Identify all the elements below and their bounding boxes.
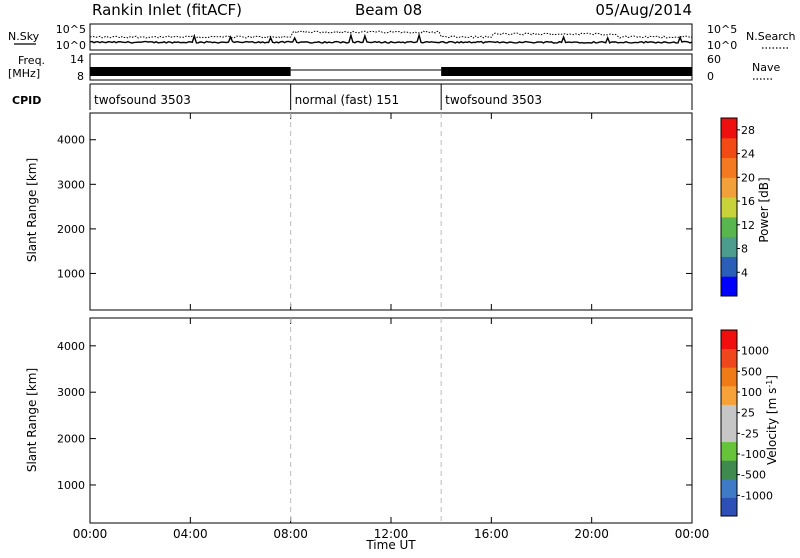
power-panel: 1000 2000 3000 4000 Slant Range [km] 4 8 12 16… xyxy=(25,112,771,311)
nsky-tick-low: 10^0 xyxy=(56,39,86,52)
colorbar-tick-label: 4 xyxy=(741,266,748,279)
date-label: 05/Aug/2014 xyxy=(595,1,692,19)
colorbar-tick-label: -25 xyxy=(741,427,759,440)
colorbar-swatch xyxy=(721,385,737,405)
x-tick-label: 12:00 xyxy=(374,527,409,541)
cpid-program-name: twofsound 3503 xyxy=(94,93,191,107)
program-boundaries xyxy=(290,113,442,523)
x-tick-label: 20:00 xyxy=(574,527,609,541)
y-tick-label: 4000 xyxy=(57,134,85,147)
colorbar-tick-label: 500 xyxy=(741,365,762,378)
y-tick-label: 3000 xyxy=(57,178,85,191)
colorbar-tick-label: -500 xyxy=(741,469,766,482)
nave-label: Nave xyxy=(752,61,780,74)
nsky-tick-high: 10^5 xyxy=(56,23,86,36)
cpid-program-name: normal (fast) 151 xyxy=(295,93,399,107)
colorbar-tick-label: 20 xyxy=(741,171,755,184)
colorbar-tick-label: 25 xyxy=(741,407,755,420)
colorbar-swatch xyxy=(721,276,737,297)
cpid-programs: twofsound 3503 normal (fast) 151 twofsound… xyxy=(89,84,693,110)
x-tick-label: 00:00 xyxy=(73,527,108,541)
x-tick-label: 04:00 xyxy=(173,527,208,541)
power-colorbar-label: Power [dB] xyxy=(757,177,771,242)
colorbar-swatch xyxy=(721,216,737,238)
colorbar-swatch xyxy=(721,330,737,350)
y-tick-label: 4000 xyxy=(57,340,85,353)
nsky-line xyxy=(89,32,693,44)
colorbar-frame xyxy=(720,329,738,517)
nave-tick-low: 0 xyxy=(707,70,714,83)
colorbar-swatch xyxy=(721,118,737,139)
colorbar-swatch xyxy=(721,404,737,424)
velocity-panel: 1000 2000 3000 4000 Slant Range [km] 1000 50… xyxy=(25,317,779,524)
colorbar-swatch xyxy=(721,497,737,517)
y-tick-label: 2000 xyxy=(57,223,85,236)
y-tick-label: 2000 xyxy=(57,433,85,446)
colorbar-tick-label: -100 xyxy=(741,448,766,461)
colorbar-tick-label: 12 xyxy=(741,219,755,232)
colorbar-tick-label: 100 xyxy=(741,386,762,399)
velocity-colorbar-label: Velocity [m s-1] xyxy=(765,375,779,465)
x-axis: 00:00 04:00 08:00 12:00 16:00 20:00 00:00 xyxy=(73,527,710,541)
cpid-program-name: twofsound 3503 xyxy=(445,93,542,107)
colorbar-tick-label: -1000 xyxy=(741,489,773,502)
station-title: Rankin Inlet (fitACF) xyxy=(92,1,242,19)
freq-strip: Freq. [MHz] 14 8 60 0 Nave xyxy=(8,53,780,83)
nsearch-tick-low: 10^0 xyxy=(707,39,737,52)
colorbar-swatch xyxy=(721,367,737,387)
freq-tick-high: 14 xyxy=(70,53,84,66)
colorbar-swatch xyxy=(721,460,737,480)
power-axes: 1000 2000 3000 4000 xyxy=(57,113,693,310)
x-tick-label: 16:00 xyxy=(474,527,509,541)
y-tick-label: 1000 xyxy=(57,267,85,280)
beam-label: Beam 08 xyxy=(355,1,422,19)
nave-tick-high: 60 xyxy=(707,53,721,66)
cpid-label: CPID xyxy=(12,94,41,107)
power-colorbar: 4 8 12 16 20 24 28 xyxy=(720,117,755,297)
x-tick-label: 08:00 xyxy=(273,527,308,541)
colorbar-tick-label: 1000 xyxy=(741,345,769,358)
power-ylabel: Slant Range [km] xyxy=(25,158,39,262)
colorbar-swatch xyxy=(721,441,737,461)
y-tick-label: 1000 xyxy=(57,479,85,492)
colorbar-swatch xyxy=(721,236,737,257)
cpid-strip: CPID twofsound 3503 normal (fast) 151 twof… xyxy=(12,83,693,110)
nsky-label: N.Sky xyxy=(8,30,40,43)
velocity-colorbar: 1000 500 100 25 -25 -100 -500 -1000 xyxy=(720,329,773,517)
nsearch-label: N.Search xyxy=(746,30,796,43)
colorbar-tick-label: 28 xyxy=(741,124,755,137)
y-tick-label: 3000 xyxy=(57,386,85,399)
colorbar-swatch xyxy=(721,256,737,277)
nsearch-line xyxy=(90,30,693,39)
nsearch-tick-high: 10^5 xyxy=(707,23,737,36)
freq-tick-low: 8 xyxy=(77,70,84,83)
colorbar-swatch xyxy=(721,157,737,178)
colorbar-swatch xyxy=(721,478,737,498)
freq-unit: [MHz] xyxy=(8,67,40,80)
velocity-axes: 1000 2000 3000 4000 xyxy=(57,318,693,523)
colorbar-swatch xyxy=(721,177,737,198)
noise-strip: N.Sky 10^5 10^0 10^5 10^0 N.Search xyxy=(8,23,796,52)
colorbar-tick-label: 16 xyxy=(741,195,755,208)
freq-label: Freq. xyxy=(18,54,45,67)
freq-bars xyxy=(90,67,692,76)
freq-band xyxy=(441,67,692,76)
colorbar-tick-label: 24 xyxy=(741,148,755,161)
x-tick-label: 00:00 xyxy=(675,527,710,541)
colorbar-swatch xyxy=(721,348,737,368)
colorbar-swatch xyxy=(721,137,737,159)
freq-band xyxy=(90,67,291,76)
velocity-ylabel: Slant Range [km] xyxy=(25,368,39,472)
colorbar-swatch xyxy=(721,423,737,443)
colorbar-tick-label: 8 xyxy=(741,243,748,256)
x-axis-title: Time UT xyxy=(365,538,416,552)
colorbar-swatch xyxy=(721,197,737,218)
colorbar-frame xyxy=(720,117,738,297)
